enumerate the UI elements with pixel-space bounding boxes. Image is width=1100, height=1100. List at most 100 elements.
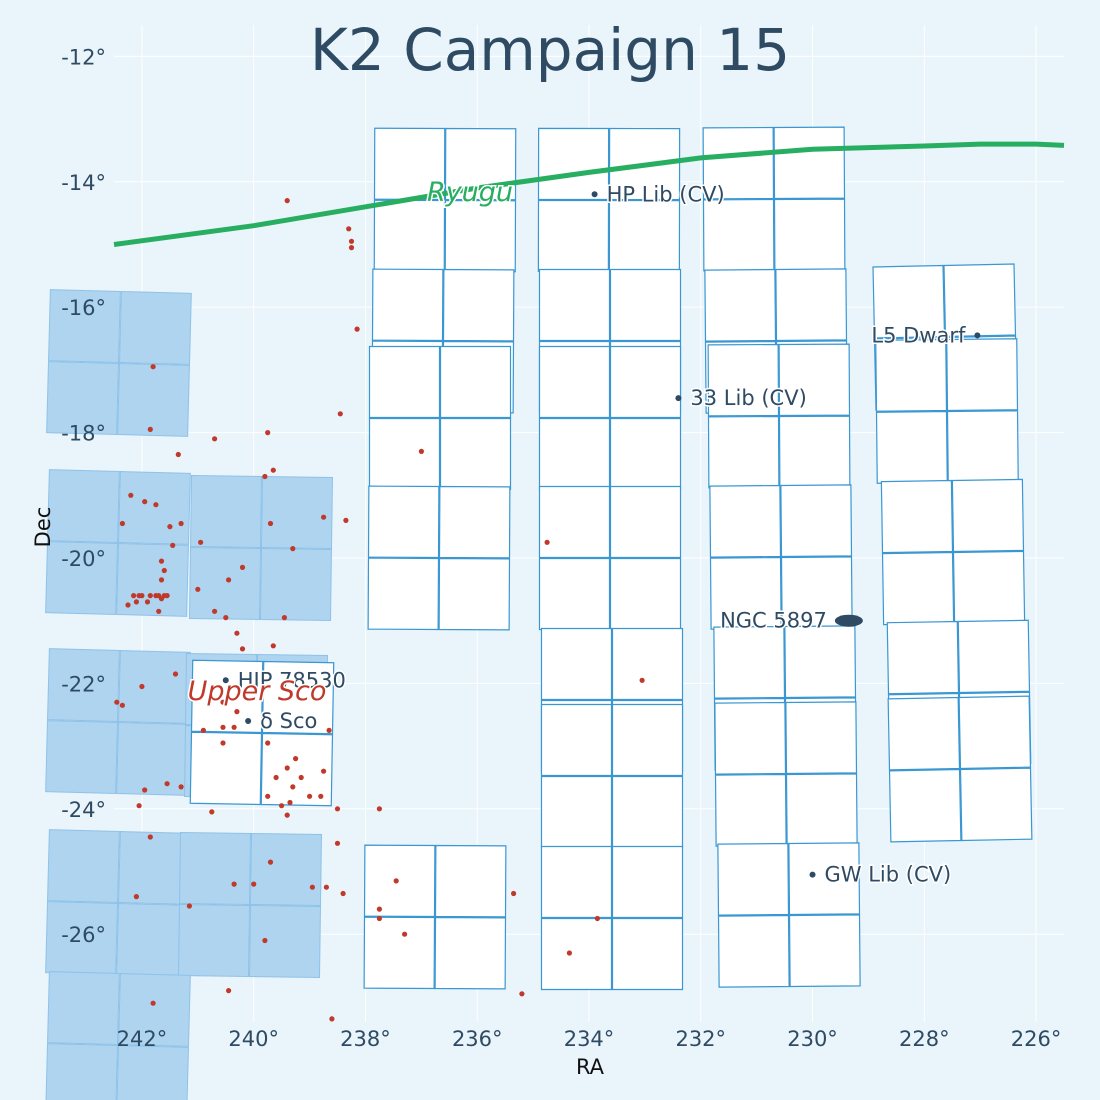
ccd-channel <box>538 557 611 631</box>
target-marker <box>974 332 981 339</box>
ccd-channel <box>957 619 1031 694</box>
upper-sco-star <box>131 593 137 599</box>
ccd-channel <box>702 126 775 200</box>
upper-sco-star <box>262 937 268 944</box>
ccd-channel <box>189 731 263 806</box>
upper-sco-star <box>284 198 290 204</box>
neighbor-channel <box>117 471 191 545</box>
y-tick-label: -18° <box>61 422 106 446</box>
ccd-channel <box>371 268 444 342</box>
neighbor-channel <box>189 547 262 620</box>
upper-sco-star <box>133 599 139 605</box>
y-tick-label: -24° <box>61 798 106 822</box>
upper-sco-star <box>147 834 153 840</box>
upper-sco-star <box>510 890 517 897</box>
ccd-channel <box>438 485 511 559</box>
ccd-channel <box>442 268 515 342</box>
upper-sco-star <box>161 567 167 574</box>
x-tick-label: 228° <box>899 1027 950 1051</box>
neighbor-channel <box>116 1045 189 1100</box>
upper-sco-star <box>281 615 287 621</box>
ccd-channel <box>951 478 1025 553</box>
neighbor-channel <box>117 973 191 1047</box>
upper-sco-star <box>178 520 184 527</box>
upper-sco-star <box>114 699 120 705</box>
target-label: GW Lib (CV) <box>825 863 952 887</box>
upper-sco-star <box>158 577 165 583</box>
upper-sco-star <box>270 467 276 473</box>
upper-sco-star <box>142 499 148 505</box>
ccd-channel <box>959 767 1033 842</box>
upper-sco-star <box>321 768 327 774</box>
upper-sco-star <box>267 859 274 865</box>
neighbor-channel <box>260 476 333 549</box>
upper-sco-star <box>639 677 645 683</box>
ccd-channel <box>943 263 1017 338</box>
upper-sco-star <box>251 881 257 887</box>
upper-sco-star <box>119 520 125 527</box>
upper-sco-star <box>239 564 246 571</box>
ccd-channel <box>888 768 962 843</box>
ccd-channel <box>788 842 861 916</box>
ccd-channel <box>702 198 775 272</box>
upper-sco-star <box>158 596 165 602</box>
ccd-channel <box>261 660 335 735</box>
ccd-channel <box>714 701 787 775</box>
neighbor-channel <box>116 543 189 617</box>
ccd-channel <box>540 917 613 991</box>
ccd-channel <box>773 198 846 272</box>
ccd-channel <box>538 268 611 342</box>
upper-sco-star <box>226 577 232 583</box>
ccd-channel <box>444 199 517 273</box>
upper-sco-star <box>402 931 408 937</box>
upper-sco-star <box>175 451 181 458</box>
ccd-channel <box>538 417 611 491</box>
ccd-channel <box>439 417 512 491</box>
ryugu-label: Ryugu <box>427 177 513 208</box>
neighbor-channel <box>118 291 192 365</box>
x-tick-label: 232° <box>675 1027 726 1051</box>
upper-sco-star <box>147 593 153 599</box>
ryugu-track-line <box>113 141 1065 247</box>
ccd-channel <box>946 410 1019 484</box>
x-tick-label: 234° <box>564 1027 615 1051</box>
upper-sco-star <box>158 558 165 564</box>
ccd-channel <box>717 914 790 988</box>
upper-sco-star <box>136 803 142 809</box>
ccd-channel <box>609 485 682 559</box>
upper-sco-label: Upper Sco <box>188 676 327 707</box>
upper-sco-star <box>337 411 343 417</box>
upper-sco-star <box>262 473 268 480</box>
ccd-channel <box>784 625 857 699</box>
upper-sco-star <box>234 630 240 636</box>
upper-sco-star <box>128 492 134 498</box>
upper-sco-star <box>418 448 424 454</box>
ccd-channel <box>367 485 440 559</box>
ccd-channel <box>540 775 613 849</box>
ccd-channel <box>611 703 684 777</box>
x-tick-label: 242° <box>117 1027 168 1051</box>
upper-sco-star <box>393 878 399 884</box>
ccd-channel <box>958 695 1032 770</box>
neighbor-channel <box>47 971 120 1045</box>
ccd-channel <box>444 127 517 201</box>
upper-sco-star <box>133 894 139 900</box>
target-label: L5 Dwarf <box>871 323 966 347</box>
neighbor-channel <box>117 650 191 724</box>
ccd-channel <box>713 625 786 699</box>
ccd-channel <box>886 620 960 695</box>
upper-sco-star <box>150 364 156 370</box>
ccd-channel <box>368 417 441 491</box>
cluster-marker <box>834 614 863 627</box>
upper-sco-star <box>323 884 329 890</box>
ccd-channel <box>946 338 1019 412</box>
upper-sco-star <box>321 514 327 520</box>
upper-sco-star <box>340 890 346 897</box>
ccd-channel <box>538 345 611 419</box>
x-axis-label: RA <box>576 1055 605 1079</box>
target-label: HP Lib (CV) <box>607 182 725 206</box>
neighbor-channel <box>48 289 121 364</box>
x-tick-labels: 242° 240° 238° 236° 234° 232° 230° 228° 226° <box>117 1027 1062 1051</box>
neighbor-channel <box>47 469 120 543</box>
